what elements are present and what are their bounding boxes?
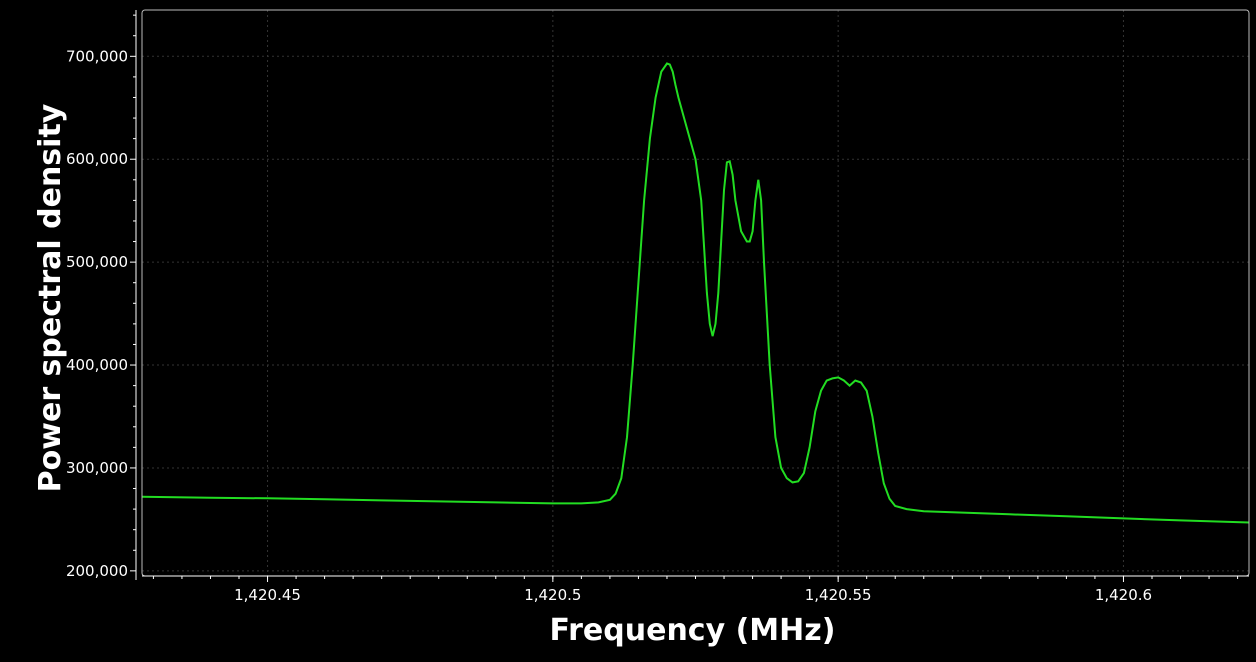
x-tick-label: 1,420.55: [805, 586, 872, 604]
tick-labels: 1,420.45 1,420.5 1,420.55 1,420.6 200,000 300…: [66, 47, 1152, 604]
y-tick-label: 700,000: [66, 47, 128, 65]
y-tick-label: 500,000: [66, 253, 128, 271]
y-tick-label: 200,000: [66, 562, 128, 580]
x-axis-title: Frequency (MHz): [550, 613, 836, 648]
psd-series-line: [141, 62, 1250, 524]
y-tick-label: 400,000: [66, 356, 128, 374]
grid-lines: [142, 10, 1249, 576]
y-tick-label: 600,000: [66, 150, 128, 168]
x-tick-label: 1,420.5: [524, 586, 581, 604]
y-tick-label: 300,000: [66, 459, 128, 477]
x-tick-label: 1,420.45: [234, 586, 301, 604]
y-axis-title: Power spectral density: [33, 103, 68, 492]
x-tick-label: 1,420.6: [1095, 586, 1152, 604]
